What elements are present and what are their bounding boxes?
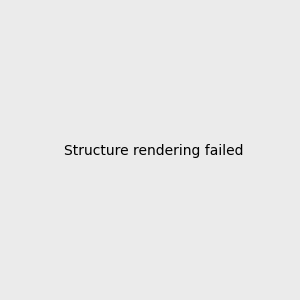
Text: Structure rendering failed: Structure rendering failed (64, 145, 244, 158)
